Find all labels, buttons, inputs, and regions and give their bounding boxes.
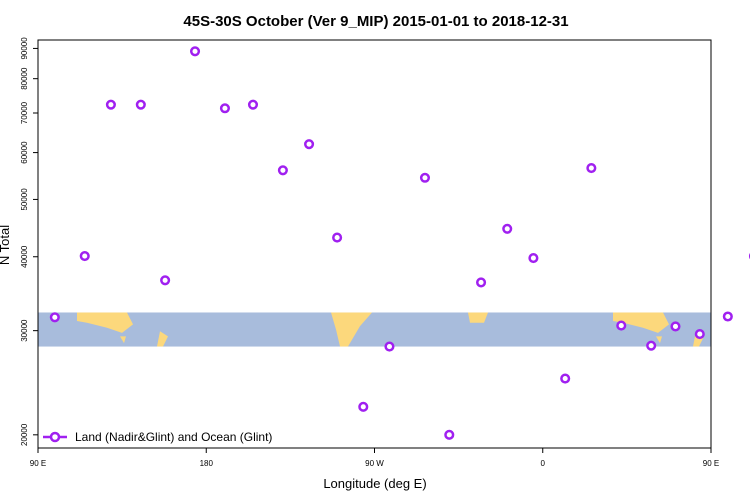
y-tick-label: 20000 — [20, 423, 29, 446]
land-tasmania-1 — [656, 336, 662, 344]
data-point — [722, 311, 733, 322]
data-point — [476, 277, 487, 288]
data-point — [694, 329, 705, 340]
y-tick-label: 80000 — [20, 67, 29, 90]
data-point — [670, 321, 681, 332]
legend: Land (Nadir&Glint) and Ocean (Glint) — [43, 430, 272, 444]
data-point — [277, 165, 288, 176]
x-tick-label: 90 E — [703, 459, 719, 468]
data-point — [219, 103, 230, 114]
land-australia-1 — [613, 312, 669, 333]
data-series — [49, 46, 750, 440]
data-point — [419, 172, 431, 183]
y-tick-label: 40000 — [20, 245, 29, 268]
data-point — [528, 252, 539, 264]
land-tasmania-0 — [120, 336, 126, 344]
data-point — [646, 340, 657, 351]
land-australia-0 — [77, 312, 133, 333]
data-point — [247, 99, 259, 110]
y-tick-label: 90000 — [20, 37, 29, 60]
chart-title: 45S-30S October (Ver 9_MIP) 2015-01-01 t… — [183, 13, 568, 30]
data-point — [49, 312, 60, 323]
x-tick-label: 180 — [200, 459, 214, 468]
data-point — [105, 99, 116, 110]
data-point — [560, 373, 571, 384]
land-new-zealand-0 — [157, 331, 168, 347]
data-point — [160, 275, 171, 286]
y-tick-label: 30000 — [20, 319, 29, 342]
y-tick-label: 50000 — [20, 188, 29, 211]
map-band — [38, 312, 711, 347]
x-tick-label: 90 W — [365, 459, 384, 468]
legend-label: Land (Nadir&Glint) and Ocean (Glint) — [75, 430, 272, 444]
ocean-band — [38, 312, 711, 347]
data-point — [332, 232, 343, 243]
y-axis-label: N Total — [0, 225, 12, 265]
data-point — [384, 341, 395, 352]
x-tick-label: 90 E — [30, 459, 46, 468]
data-point — [189, 46, 201, 57]
data-point — [502, 223, 513, 234]
legend-marker — [49, 431, 61, 443]
data-point — [358, 401, 369, 412]
land-africa — [468, 312, 488, 323]
data-point — [586, 162, 597, 174]
data-point — [135, 99, 146, 110]
data-point — [304, 139, 315, 150]
axes: 90 E 180 90 W 0 90 E 20000 30000 40000 50000 6000… — [20, 37, 719, 468]
data-point — [616, 320, 627, 331]
data-point — [444, 429, 455, 440]
y-tick-label: 70000 — [20, 101, 29, 124]
y-tick-label: 60000 — [20, 141, 29, 164]
x-axis-label: Longitude (deg E) — [323, 476, 426, 491]
data-point — [79, 251, 90, 262]
land-south-america — [331, 312, 372, 347]
x-tick-label: 0 — [541, 459, 546, 468]
